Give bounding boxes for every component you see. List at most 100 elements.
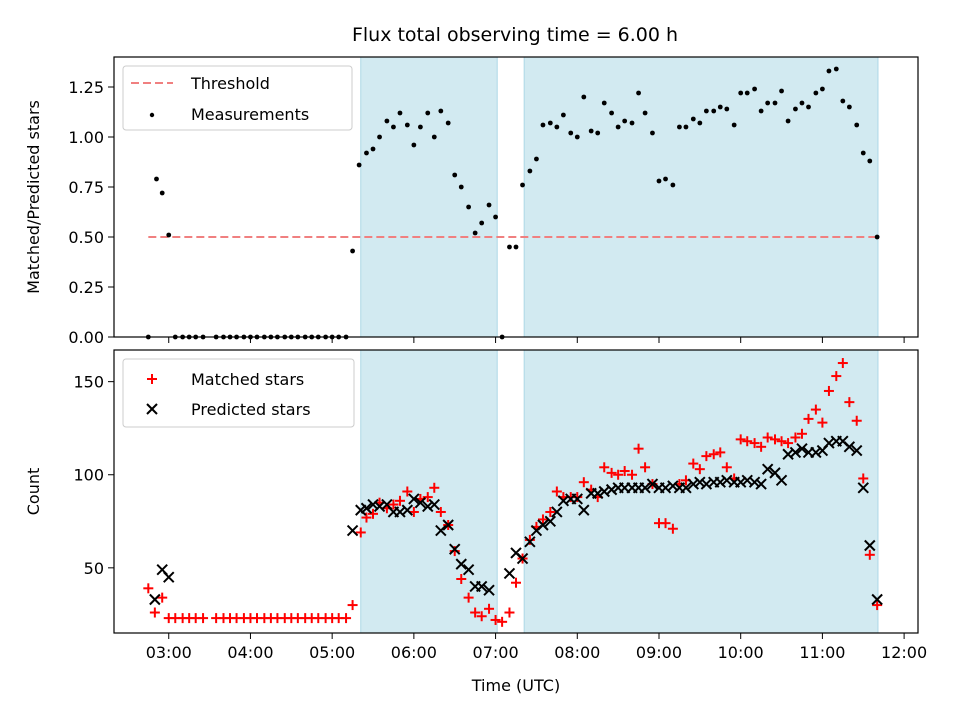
predicted-star-point	[592, 487, 604, 500]
measurement-point	[574, 134, 580, 140]
predicted-star-point-b	[598, 485, 610, 498]
predicted-star-point	[428, 498, 440, 511]
legend-measurements-label: Measurements	[191, 105, 309, 124]
predicted-star-point-b	[755, 478, 767, 490]
predicted-star-point-b	[864, 539, 876, 552]
measurement-point	[458, 184, 464, 190]
bottom-y-axis-label: Count	[24, 468, 43, 516]
matched-star-point	[347, 600, 358, 611]
predicted-star-point-b	[360, 502, 373, 514]
matched-star-point	[756, 441, 767, 452]
matched-star-point	[796, 428, 807, 439]
predicted-star-point-b	[823, 437, 835, 449]
top-shaded-spans	[360, 56, 879, 338]
measurement-point	[874, 234, 880, 240]
measurement-point	[418, 124, 423, 130]
x-tick-label: 07:00	[473, 643, 519, 662]
bottom-x-ticks: 03:00 04:00 05:00 06:00 07:00 08:00 09:00 10:00…	[146, 633, 927, 662]
predicted-star-point-b	[775, 474, 788, 487]
measurement-point	[397, 110, 403, 116]
predicted-star-point	[843, 441, 856, 453]
legend-cross	[146, 403, 158, 415]
matched-star-point	[735, 434, 746, 445]
matched-star-point	[368, 508, 379, 519]
matched-star-point	[456, 574, 467, 585]
measurement-point	[581, 94, 587, 100]
matched-star-point	[742, 436, 753, 447]
measurement-point	[744, 90, 750, 96]
legend-threshold-label: Threshold	[190, 74, 270, 93]
predicted-star-point-b	[748, 476, 761, 488]
y-tick-label: 0.75	[68, 178, 104, 197]
predicted-star-point-b	[455, 558, 467, 570]
measurement-point	[717, 104, 723, 110]
predicted-star-point-b	[414, 496, 427, 509]
predicted-star-point	[346, 524, 359, 537]
matched-star-point	[545, 506, 556, 517]
measurement-point	[493, 214, 498, 220]
predicted-star-point	[851, 444, 863, 457]
predicted-star-point-b	[503, 567, 516, 580]
predicted-star-point	[455, 558, 467, 570]
predicted-star-point	[667, 480, 679, 492]
matched-star-point	[701, 451, 712, 462]
predicted-star-point	[857, 482, 869, 494]
measurement-point	[391, 124, 396, 130]
matched-star-point	[476, 611, 487, 622]
predicted-star-point-b	[149, 593, 161, 606]
measurement-point	[820, 86, 825, 92]
matched-star-point	[355, 527, 366, 538]
measurement-point	[867, 158, 873, 164]
matched-star-point	[831, 371, 842, 382]
predicted-star-point-b	[401, 504, 414, 516]
predicted-star-point-b	[367, 498, 379, 511]
matched-star-point	[640, 462, 651, 473]
predicted-star-point	[864, 539, 876, 552]
matched-star-point	[484, 603, 495, 614]
predicted-star-point-b	[373, 500, 386, 513]
matched-star-point	[524, 534, 535, 545]
predicted-star-point-b	[475, 580, 488, 593]
matched-star-point	[578, 477, 589, 488]
measurement-point	[479, 220, 485, 226]
matched-star-point	[537, 514, 548, 525]
x-tick-label: 06:00	[391, 643, 437, 662]
predicted-star-point	[422, 500, 434, 513]
measurement-point	[670, 182, 676, 188]
measurement-point	[622, 118, 628, 124]
predicted-star-point-b	[381, 498, 393, 511]
matched-star-point	[762, 432, 773, 443]
x-tick-label: 12:00	[881, 643, 927, 662]
y-tick-label: 0.00	[68, 328, 104, 347]
predicted-star-point-b	[646, 478, 659, 490]
measurement-point	[711, 108, 717, 114]
predicted-star-point-b	[156, 563, 168, 576]
matched-star-point	[694, 464, 705, 475]
y-tick-label: 150	[73, 373, 104, 392]
measurement-point	[656, 178, 662, 184]
measurement-point	[642, 110, 648, 116]
measurement-point	[431, 134, 437, 140]
measurement-point	[486, 202, 492, 208]
top-legend-box	[122, 65, 353, 131]
predicted-star-point	[789, 446, 802, 459]
predicted-star-point	[483, 584, 495, 596]
predicted-star-point-b	[524, 536, 536, 548]
legend-matched-label: Matched stars	[191, 370, 304, 389]
legend-predicted-label: Predicted stars	[191, 400, 311, 419]
predicted-star-point	[524, 536, 536, 548]
predicted-star-point	[408, 493, 420, 505]
predicted-star-point-b	[442, 519, 454, 531]
legend-measurements-marker	[149, 112, 155, 118]
matched-star-point	[872, 600, 883, 611]
x-tick-label: 04:00	[227, 643, 273, 662]
predicted-star-point	[605, 483, 618, 496]
measurement-point	[854, 122, 860, 128]
predicted-star-point	[871, 593, 883, 606]
predicted-star-point	[544, 515, 557, 527]
matched-star-point	[463, 592, 474, 603]
y-tick-label: 50	[84, 559, 104, 578]
measurement-point	[785, 118, 791, 124]
